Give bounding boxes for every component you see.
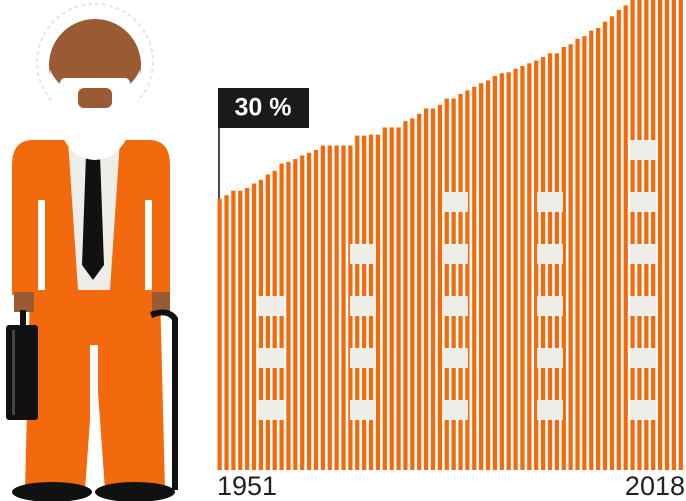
- bar: [465, 90, 470, 470]
- bar: [664, 0, 670, 470]
- bar: [382, 127, 387, 470]
- bar: [527, 63, 532, 471]
- value-label: 30 %: [235, 94, 292, 122]
- bar: [657, 0, 663, 470]
- bar: [492, 75, 498, 470]
- bar: [279, 163, 284, 470]
- bar: [582, 36, 587, 471]
- bar: [472, 86, 477, 471]
- bar: [231, 190, 236, 470]
- bar: [637, 0, 642, 470]
- bar: [623, 5, 628, 471]
- bar: [389, 127, 394, 470]
- bar: [444, 98, 449, 471]
- bar: [575, 38, 580, 470]
- bar: [651, 0, 656, 470]
- bar: [644, 0, 649, 470]
- bar: [293, 159, 298, 471]
- bar: [506, 72, 511, 471]
- bar: [313, 150, 319, 471]
- bar: [341, 145, 346, 470]
- x-tick-label: 1951: [217, 471, 277, 501]
- bar: [217, 198, 222, 470]
- bar: [609, 16, 615, 471]
- bar: [602, 21, 608, 470]
- bar: [224, 195, 229, 470]
- bar: [300, 155, 305, 470]
- bar: [396, 127, 401, 470]
- bar: [251, 183, 257, 470]
- bar: [534, 60, 539, 471]
- bar: [403, 121, 408, 470]
- x-tick-label: 2018: [625, 471, 685, 501]
- bar: [499, 73, 504, 470]
- bars: [217, 0, 683, 471]
- bar: [671, 0, 677, 470]
- bar: [258, 179, 264, 470]
- bar: [561, 47, 566, 470]
- labels: 1951 30 % 2018: [217, 88, 685, 501]
- bar: [678, 0, 683, 470]
- bar: [375, 134, 381, 470]
- bar: [238, 190, 243, 470]
- bar: [327, 145, 332, 470]
- bar: [520, 65, 525, 470]
- bar: [334, 145, 339, 470]
- bar: [272, 170, 277, 471]
- bar: [430, 108, 436, 470]
- bar: [320, 145, 326, 470]
- value-label-box: [218, 88, 309, 128]
- bar: [589, 30, 594, 470]
- elderly-man-illustration: [6, 3, 178, 501]
- bar: [568, 44, 573, 471]
- bar: [410, 118, 415, 471]
- bar: [265, 174, 270, 470]
- bar: [596, 28, 601, 471]
- bar: [437, 104, 443, 470]
- bar: [245, 188, 250, 470]
- bar: [423, 108, 429, 470]
- bar: [417, 113, 422, 470]
- windows-decoration: [258, 140, 656, 420]
- bar: [286, 161, 291, 471]
- bar: [306, 152, 312, 470]
- bar: [513, 68, 518, 470]
- bar: [458, 94, 463, 470]
- bar: [616, 9, 621, 470]
- bar: [630, 0, 635, 470]
- bar: [451, 98, 456, 471]
- bar: [485, 80, 491, 470]
- bar: [479, 83, 484, 471]
